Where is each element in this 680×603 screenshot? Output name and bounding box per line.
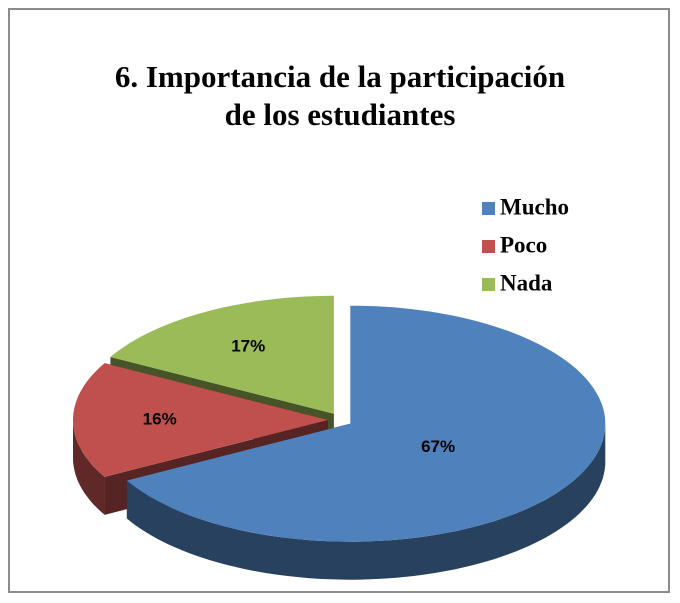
legend-swatch	[482, 240, 495, 253]
legend-label: Poco	[500, 232, 547, 257]
data-label: 17%	[231, 336, 265, 355]
legend-swatch	[482, 278, 495, 291]
slice	[126, 305, 606, 542]
data-label: 67%	[421, 437, 455, 456]
legend-swatch	[482, 202, 495, 215]
legend-label: Nada	[500, 270, 553, 295]
slice	[73, 363, 328, 477]
legend-label: Mucho	[500, 194, 569, 219]
slice-side	[126, 423, 606, 580]
data-label: 16%	[143, 409, 177, 428]
chart-frame	[8, 8, 670, 593]
slice-side	[73, 420, 105, 515]
chart-title: 6. Importancia de la participación de lo…	[114, 59, 566, 132]
slice	[110, 295, 334, 414]
